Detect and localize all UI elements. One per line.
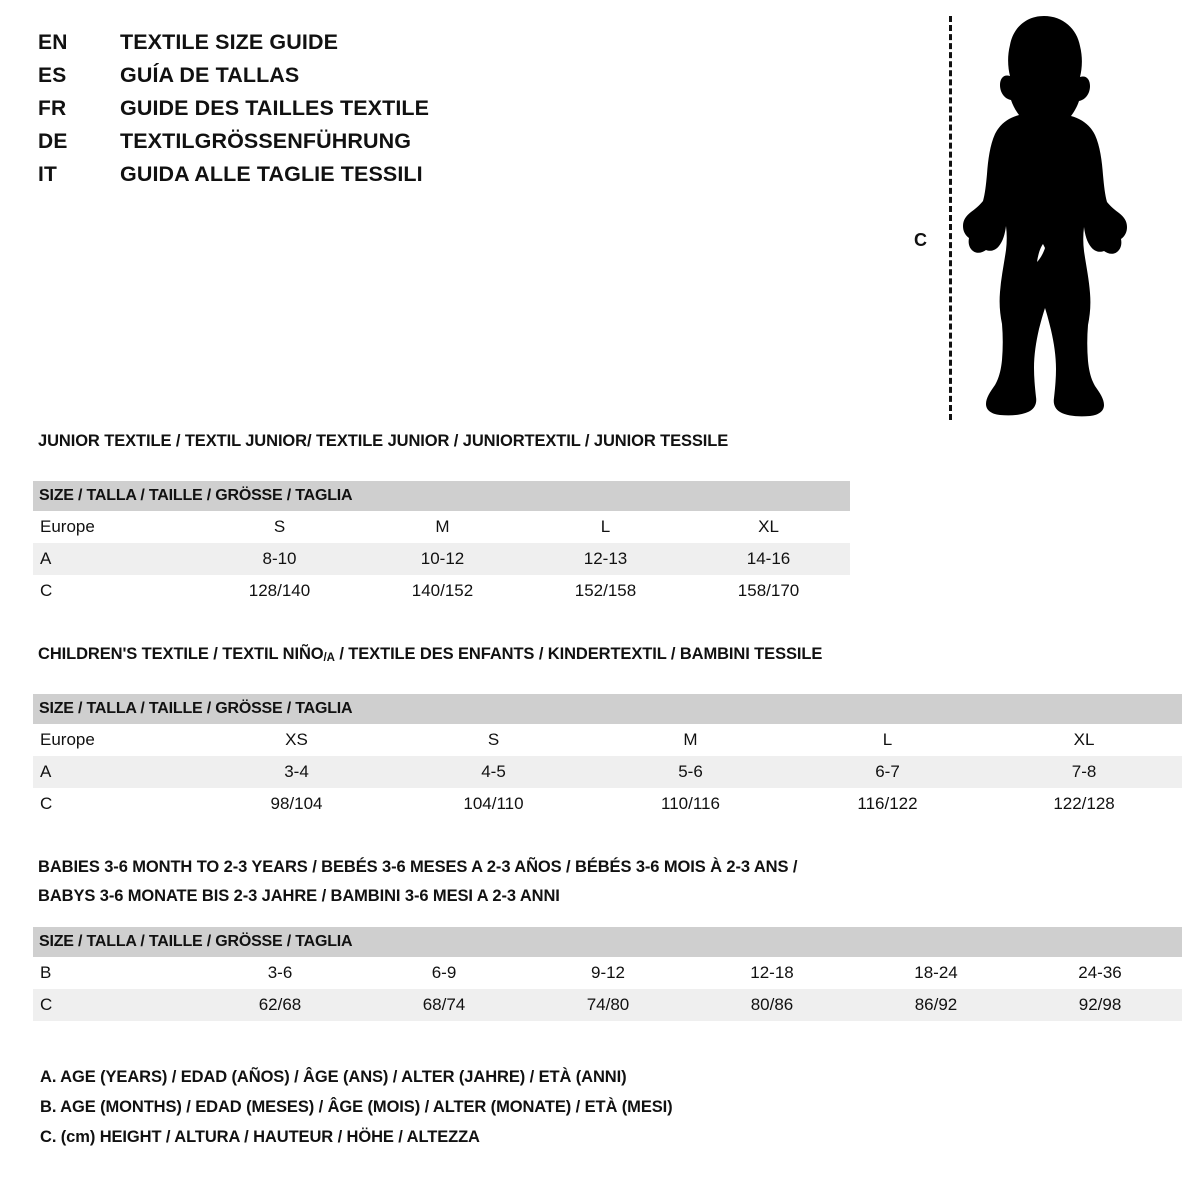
table-row: A 3-4 4-5 5-6 6-7 7-8 — [33, 756, 1183, 788]
babies-size-band-row: SIZE / TALLA / TAILLE / GRÖSSE / TAGLIA — [33, 927, 1183, 957]
children-cell-c-4: 122/128 — [986, 788, 1183, 820]
babies-row-label-c: C — [33, 989, 198, 1021]
language-code-de: DE — [38, 130, 68, 153]
children-section-heading: CHILDREN'S TEXTILE / TEXTIL NIÑO/A / TEX… — [38, 645, 822, 664]
children-cell-europe-3: L — [789, 724, 986, 756]
junior-cell-a-0: 8-10 — [198, 543, 361, 575]
junior-cell-c-1: 140/152 — [361, 575, 524, 607]
language-row-fr: FR GUIDE DES TAILLES TEXTILE — [38, 96, 558, 129]
language-row-de: DE TEXTILGRÖSSENFÜHRUNG — [38, 129, 558, 162]
junior-size-table: SIZE / TALLA / TAILLE / GRÖSSE / TAGLIA … — [33, 481, 851, 607]
babies-cell-c-3: 80/86 — [690, 989, 854, 1021]
children-size-table: SIZE / TALLA / TAILLE / GRÖSSE / TAGLIA … — [33, 694, 1183, 820]
height-marker-label: C — [914, 230, 927, 250]
junior-size-band-label: SIZE / TALLA / TAILLE / GRÖSSE / TAGLIA — [33, 481, 851, 511]
junior-cell-a-3: 14-16 — [687, 543, 851, 575]
babies-cell-c-2: 74/80 — [526, 989, 690, 1021]
babies-section-heading-line2: BABYS 3-6 MONATE BIS 2-3 JAHRE / BAMBINI… — [38, 887, 560, 905]
height-dashed-line — [949, 16, 952, 420]
children-cell-a-2: 5-6 — [592, 756, 789, 788]
babies-section-heading-line1: BABIES 3-6 MONTH TO 2-3 YEARS / BEBÉS 3-… — [38, 858, 798, 876]
junior-cell-c-2: 152/158 — [524, 575, 687, 607]
legend-block: A. AGE (YEARS) / EDAD (AÑOS) / ÂGE (ANS)… — [40, 1068, 940, 1158]
table-row: B 3-6 6-9 9-12 12-18 18-24 24-36 — [33, 957, 1183, 989]
table-row: C 98/104 104/110 110/116 116/122 122/128 — [33, 788, 1183, 820]
legend-line-a: A. AGE (YEARS) / EDAD (AÑOS) / ÂGE (ANS)… — [40, 1068, 627, 1086]
children-cell-a-3: 6-7 — [789, 756, 986, 788]
language-code-it: IT — [38, 163, 58, 186]
children-cell-c-0: 98/104 — [198, 788, 395, 820]
language-row-es: ES GUÍA DE TALLAS — [38, 63, 558, 96]
children-cell-c-3: 116/122 — [789, 788, 986, 820]
children-heading-pre: CHILDREN'S TEXTILE / TEXTIL NIÑO — [38, 645, 324, 663]
babies-cell-b-5: 24-36 — [1018, 957, 1183, 989]
children-row-label-a: A — [33, 756, 198, 788]
babies-cell-b-0: 3-6 — [198, 957, 362, 989]
babies-cell-b-3: 12-18 — [690, 957, 854, 989]
language-code-en: EN — [38, 31, 68, 54]
junior-row-label-europe: Europe — [33, 511, 198, 543]
height-illustration: C — [900, 12, 1185, 422]
junior-cell-c-3: 158/170 — [687, 575, 851, 607]
language-title-it: GUIDA ALLE TAGLIE TESSILI — [120, 162, 423, 186]
babies-cell-b-1: 6-9 — [362, 957, 526, 989]
babies-cell-c-4: 86/92 — [854, 989, 1018, 1021]
language-title-block: EN TEXTILE SIZE GUIDE ES GUÍA DE TALLAS … — [38, 30, 558, 195]
children-cell-a-4: 7-8 — [986, 756, 1183, 788]
junior-cell-europe-0: S — [198, 511, 361, 543]
children-cell-europe-2: M — [592, 724, 789, 756]
children-row-label-europe: Europe — [33, 724, 198, 756]
babies-cell-c-5: 92/98 — [1018, 989, 1183, 1021]
table-row: Europe XS S M L XL — [33, 724, 1183, 756]
junior-size-band-row: SIZE / TALLA / TAILLE / GRÖSSE / TAGLIA — [33, 481, 851, 511]
children-size-band-row: SIZE / TALLA / TAILLE / GRÖSSE / TAGLIA — [33, 694, 1183, 724]
children-row-label-c: C — [33, 788, 198, 820]
children-cell-c-2: 110/116 — [592, 788, 789, 820]
junior-row-label-a: A — [33, 543, 198, 575]
children-cell-europe-4: XL — [986, 724, 1183, 756]
language-code-es: ES — [38, 64, 67, 87]
junior-section-heading: JUNIOR TEXTILE / TEXTIL JUNIOR/ TEXTILE … — [38, 432, 729, 450]
language-row-it: IT GUIDA ALLE TAGLIE TESSILI — [38, 162, 558, 195]
toddler-silhouette-icon — [963, 16, 1127, 417]
babies-cell-b-2: 9-12 — [526, 957, 690, 989]
table-row: Europe S M L XL — [33, 511, 851, 543]
junior-cell-europe-1: M — [361, 511, 524, 543]
junior-cell-a-1: 10-12 — [361, 543, 524, 575]
babies-row-label-b: B — [33, 957, 198, 989]
babies-cell-b-4: 18-24 — [854, 957, 1018, 989]
language-title-en: TEXTILE SIZE GUIDE — [120, 30, 339, 54]
children-cell-europe-1: S — [395, 724, 592, 756]
legend-line-c: C. (cm) HEIGHT / ALTURA / HAUTEUR / HÖHE… — [40, 1128, 480, 1146]
language-title-fr: GUIDE DES TAILLES TEXTILE — [120, 96, 430, 120]
babies-cell-c-0: 62/68 — [198, 989, 362, 1021]
babies-size-table: SIZE / TALLA / TAILLE / GRÖSSE / TAGLIA … — [33, 927, 1183, 1021]
legend-line-b: B. AGE (MONTHS) / EDAD (MESES) / ÂGE (MO… — [40, 1098, 673, 1116]
language-title-de: TEXTILGRÖSSENFÜHRUNG — [120, 129, 412, 153]
children-heading-sub: /A — [323, 652, 335, 664]
junior-cell-europe-2: L — [524, 511, 687, 543]
babies-cell-c-1: 68/74 — [362, 989, 526, 1021]
table-row: A 8-10 10-12 12-13 14-16 — [33, 543, 851, 575]
junior-cell-europe-3: XL — [687, 511, 851, 543]
junior-cell-a-2: 12-13 — [524, 543, 687, 575]
junior-cell-c-0: 128/140 — [198, 575, 361, 607]
children-cell-a-1: 4-5 — [395, 756, 592, 788]
babies-size-band-label: SIZE / TALLA / TAILLE / GRÖSSE / TAGLIA — [33, 927, 1183, 957]
table-row: C 62/68 68/74 74/80 80/86 86/92 92/98 — [33, 989, 1183, 1021]
language-code-fr: FR — [38, 97, 67, 120]
language-title-es: GUÍA DE TALLAS — [120, 63, 300, 87]
children-heading-post: / TEXTILE DES ENFANTS / KINDERTEXTIL / B… — [334, 645, 823, 663]
junior-row-label-c: C — [33, 575, 198, 607]
language-row-en: EN TEXTILE SIZE GUIDE — [38, 30, 558, 63]
children-cell-c-1: 104/110 — [395, 788, 592, 820]
children-size-band-label: SIZE / TALLA / TAILLE / GRÖSSE / TAGLIA — [33, 694, 1183, 724]
children-cell-a-0: 3-4 — [198, 756, 395, 788]
table-row: C 128/140 140/152 152/158 158/170 — [33, 575, 851, 607]
children-cell-europe-0: XS — [198, 724, 395, 756]
